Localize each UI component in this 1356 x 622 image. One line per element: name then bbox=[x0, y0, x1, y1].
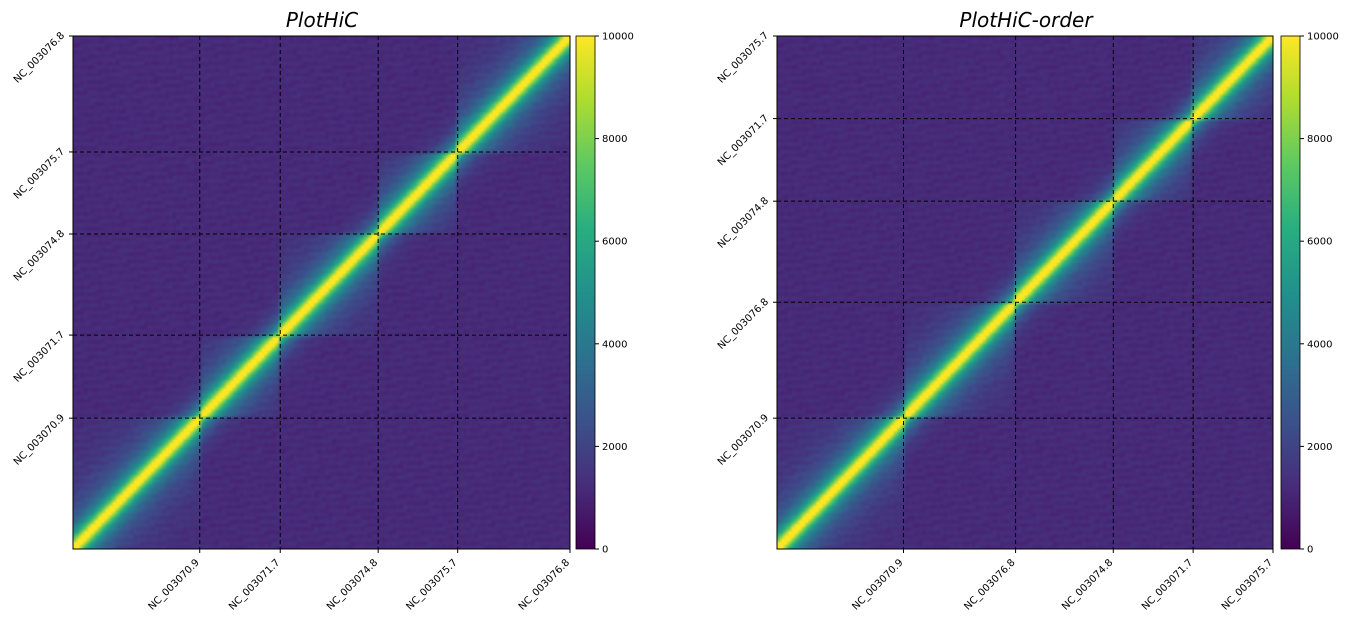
y-tick-label: NC_003070.9 bbox=[716, 413, 771, 468]
colorbar-tick-label: 6000 bbox=[1307, 237, 1332, 248]
colorbar-tick-label: 0 bbox=[602, 545, 608, 556]
colorbar bbox=[575, 35, 596, 550]
heatmap-panel-2: PlotHiC-order NC_003070.9 NC_003070.9 NC_00… bbox=[716, 8, 1339, 613]
colorbar-tick-label: 2000 bbox=[1307, 442, 1332, 453]
y-tick-label: NC_003071.7 bbox=[12, 329, 67, 384]
colorbar-tick-label: 6000 bbox=[602, 237, 627, 248]
x-tick-label: NC_003070.9 bbox=[850, 557, 905, 612]
x-tick-label: NC_003070.9 bbox=[147, 557, 202, 612]
colorbar-tick-label: 8000 bbox=[602, 134, 627, 145]
colorbar-tick-label: 0 bbox=[1307, 545, 1313, 556]
y-tick-label: NC_003075.7 bbox=[716, 30, 771, 85]
colorbar-tick-label: 8000 bbox=[1307, 134, 1332, 145]
x-tick-label: NC_003071.7 bbox=[1140, 557, 1195, 612]
colorbar bbox=[1280, 35, 1301, 550]
axes-frame bbox=[776, 35, 1274, 550]
y-tick-label: NC_003076.8 bbox=[716, 297, 771, 352]
colorbar-tick-label: 10000 bbox=[602, 32, 634, 43]
heatmap-matrix bbox=[73, 36, 570, 549]
heatmap-matrix bbox=[777, 36, 1273, 549]
colorbar-tick-label: 2000 bbox=[602, 442, 627, 453]
x-tick-label: NC_003074.8 bbox=[325, 557, 380, 612]
x-tick-label: NC_003076.8 bbox=[517, 557, 572, 612]
y-tick-label: NC_003075.7 bbox=[12, 146, 67, 201]
y-tick-label: NC_003070.9 bbox=[12, 413, 67, 468]
y-tick-label: NC_003074.8 bbox=[12, 228, 67, 283]
colorbar-tick-label: 4000 bbox=[602, 339, 627, 350]
colorbar-tick-label: 4000 bbox=[1307, 339, 1332, 350]
y-tick-label: NC_003074.8 bbox=[716, 196, 771, 251]
chart-title: PlotHiC bbox=[286, 8, 358, 32]
axes-frame bbox=[72, 35, 571, 550]
colorbar-tick-label: 10000 bbox=[1307, 32, 1339, 43]
chart-title: PlotHiC-order bbox=[959, 8, 1094, 32]
heatmap-panel-1: PlotHiC NC_003070.9 NC_003070.9 NC_003071.7… bbox=[12, 8, 634, 613]
x-tick-label: NC_003075.7 bbox=[405, 557, 460, 612]
y-tick-label: NC_003071.7 bbox=[716, 113, 771, 168]
x-tick-label: NC_003075.7 bbox=[1220, 557, 1275, 612]
y-tick-label: NC_003076.8 bbox=[12, 30, 67, 85]
x-tick-label: NC_003076.8 bbox=[962, 557, 1017, 612]
x-tick-label: NC_003071.7 bbox=[227, 557, 282, 612]
x-tick-label: NC_003074.8 bbox=[1060, 557, 1115, 612]
